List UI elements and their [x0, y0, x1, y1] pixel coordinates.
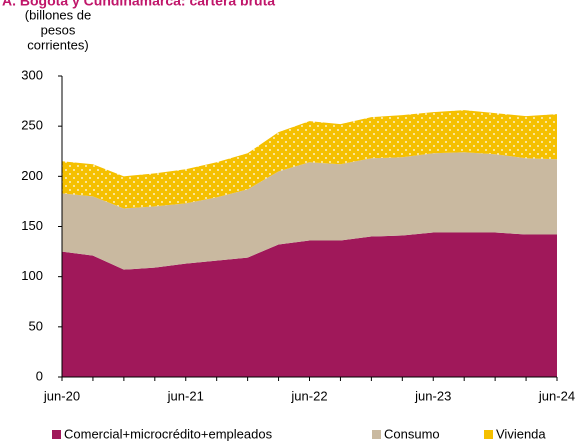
x-tick-label: jun-22 [290, 388, 327, 403]
y-tick-label: 200 [21, 168, 43, 183]
chart-title: A. Bogotá y Cundinamarca: cartera bruta [2, 0, 275, 9]
y-tick-label: 150 [21, 218, 43, 233]
y-axis-label: pesos [41, 22, 76, 37]
x-tick-label: jun-20 [43, 388, 80, 403]
x-tick-label: jun-24 [538, 388, 575, 403]
y-axis-label: corrientes) [27, 37, 88, 52]
y-tick-label: 0 [36, 368, 43, 383]
legend-label: Vivienda [496, 426, 546, 441]
legend-swatch [52, 430, 61, 439]
area [62, 110, 557, 209]
legend-swatch [484, 430, 493, 439]
y-tick-label: 100 [21, 268, 43, 283]
legend-label: Comercial+microcrédito+empleados [64, 426, 273, 441]
x-tick-label: jun-21 [167, 388, 204, 403]
y-tick-label: 50 [29, 318, 43, 333]
y-tick-label: 300 [21, 67, 43, 82]
legend-label: Consumo [384, 426, 440, 441]
y-tick-label: 250 [21, 118, 43, 133]
legend-swatch [372, 430, 381, 439]
area [62, 232, 557, 377]
area [62, 152, 557, 270]
y-axis-label: (billones de [25, 7, 92, 22]
x-tick-label: jun-23 [414, 388, 451, 403]
